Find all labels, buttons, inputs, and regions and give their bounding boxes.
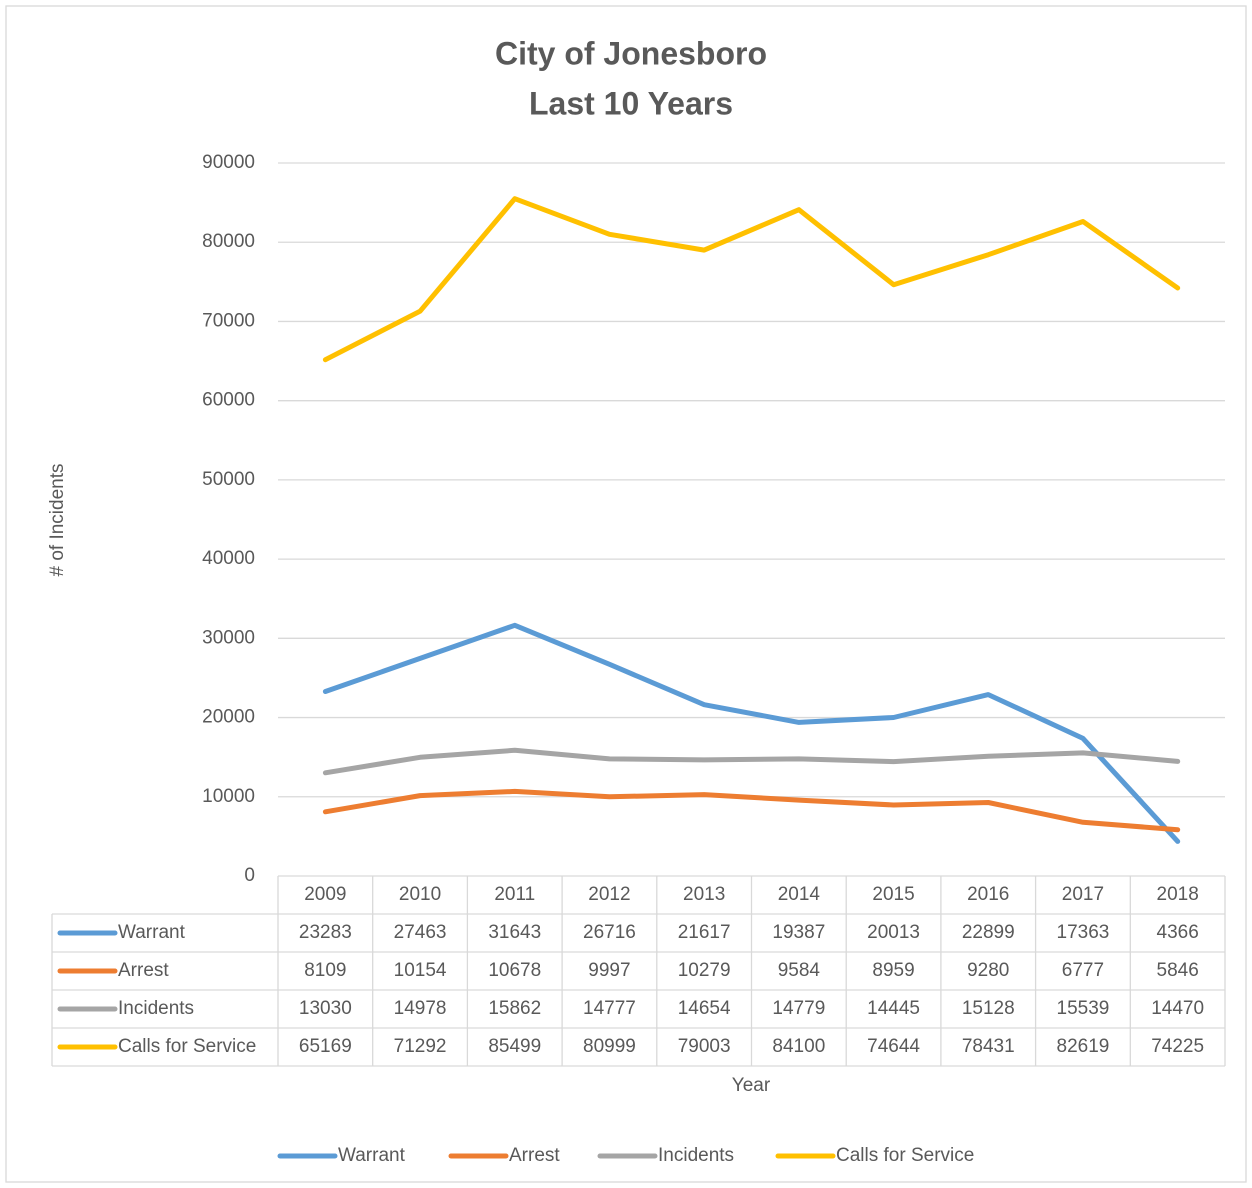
x-tick-label: 2013	[683, 884, 725, 905]
x-tick-label: 2017	[1062, 884, 1104, 905]
table-cell: 84100	[772, 1036, 825, 1057]
y-tick-label: 60000	[202, 390, 255, 411]
legend-label: Calls for Service	[836, 1145, 974, 1166]
x-tick-label: 2015	[872, 884, 914, 905]
table-cell: 26716	[583, 922, 636, 943]
table-cell: 9280	[967, 960, 1009, 981]
chart-subtitle: Last 10 Years	[529, 85, 733, 121]
table-cell: 20013	[867, 922, 920, 943]
table-row-label: Warrant	[118, 922, 186, 943]
table-cell: 10678	[488, 960, 541, 981]
x-tick-label: 2011	[494, 884, 535, 905]
table-cell: 8959	[872, 960, 914, 981]
series-line	[322, 788, 1181, 833]
x-axis-label: Year	[732, 1075, 771, 1096]
series-line	[322, 196, 1181, 363]
y-tick-label: 20000	[202, 707, 255, 728]
table-cell: 15862	[488, 998, 541, 1019]
table-cell: 6777	[1062, 960, 1104, 981]
table-cell: 10154	[394, 960, 447, 981]
table-cell: 19387	[772, 922, 825, 943]
y-axis-label: # of Incidents	[47, 463, 68, 576]
y-tick-label: 80000	[202, 231, 255, 252]
table-cell: 21617	[678, 922, 731, 943]
table-cell: 74644	[867, 1036, 920, 1057]
table-cell: 79003	[678, 1036, 731, 1057]
table-cell: 13030	[299, 998, 352, 1019]
table-cell: 17363	[1057, 922, 1110, 943]
table-cell: 22899	[962, 922, 1015, 943]
chart-border	[5, 5, 1247, 1183]
table-cell: 80999	[583, 1036, 636, 1057]
table-cell: 15128	[962, 998, 1015, 1019]
table-cell: 14779	[772, 998, 825, 1019]
table-cell: 71292	[394, 1036, 447, 1057]
table-row-label: Incidents	[118, 998, 194, 1019]
y-tick-label: 10000	[202, 786, 255, 807]
legend-label: Arrest	[509, 1145, 560, 1166]
y-tick-label: 50000	[202, 469, 255, 490]
table-cell: 31643	[488, 922, 541, 943]
y-tick-label: 30000	[202, 627, 255, 648]
table-cell: 9997	[588, 960, 630, 981]
y-tick-label: 70000	[202, 310, 255, 331]
table-row-label: Calls for Service	[118, 1036, 256, 1057]
table-cell: 27463	[394, 922, 447, 943]
table-cell: 14777	[583, 998, 636, 1019]
table-cell: 14470	[1151, 998, 1204, 1019]
table-cell: 14978	[394, 998, 447, 1019]
table-cell: 8109	[304, 960, 346, 981]
table-cell: 14654	[678, 998, 731, 1019]
x-tick-label: 2012	[588, 884, 630, 905]
series-line	[322, 622, 1181, 844]
y-tick-label: 0	[244, 865, 255, 886]
x-tick-label: 2010	[399, 884, 441, 905]
table-row-label: Arrest	[118, 960, 169, 981]
table-cell: 85499	[488, 1036, 541, 1057]
y-tick-label: 40000	[202, 548, 255, 569]
x-tick-label: 2018	[1157, 884, 1199, 905]
table-cell: 9584	[778, 960, 821, 981]
table-cell: 78431	[962, 1036, 1015, 1057]
table-cell: 4366	[1157, 922, 1199, 943]
table-cell: 15539	[1057, 998, 1110, 1019]
legend-label: Incidents	[658, 1145, 734, 1166]
y-tick-label: 90000	[202, 152, 255, 173]
x-tick-label: 2009	[304, 884, 346, 905]
series-line	[322, 747, 1181, 776]
x-tick-label: 2016	[967, 884, 1009, 905]
table-cell: 5846	[1157, 960, 1199, 981]
chart-title: City of Jonesboro	[495, 35, 767, 71]
table-cell: 23283	[299, 922, 352, 943]
table-cell: 82619	[1057, 1036, 1110, 1057]
legend-label: Warrant	[338, 1145, 406, 1166]
table-cell: 65169	[299, 1036, 352, 1057]
x-tick-label: 2014	[778, 884, 821, 905]
table-cell: 74225	[1151, 1036, 1204, 1057]
table-cell: 14445	[867, 998, 920, 1019]
table-cell: 10279	[678, 960, 731, 981]
